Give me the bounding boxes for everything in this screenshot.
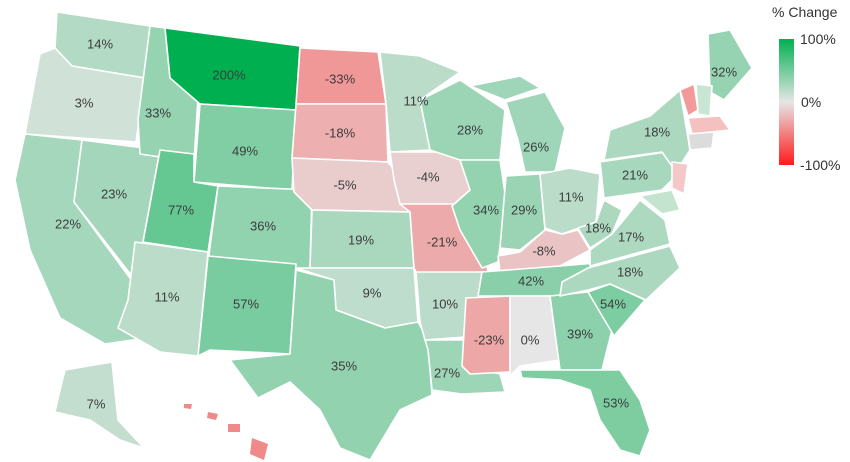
state-tx[interactable]: [229, 269, 433, 461]
label-wa: 14%: [87, 36, 113, 51]
label-co: 36%: [250, 218, 276, 233]
label-mt: 200%: [212, 67, 246, 82]
legend-title: % Change: [772, 4, 838, 20]
label-mi: 26%: [523, 139, 549, 154]
state-hi-2[interactable]: [228, 424, 240, 432]
label-ny: 18%: [644, 124, 670, 139]
state-md-de[interactable]: [638, 189, 682, 215]
state-me[interactable]: [707, 29, 753, 101]
label-nc: 18%: [617, 264, 643, 279]
label-sc: 54%: [600, 296, 626, 311]
state-nh[interactable]: [695, 83, 713, 117]
label-wi: 28%: [457, 122, 483, 137]
label-ut: 77%: [168, 202, 194, 217]
label-wv: 18%: [585, 220, 611, 235]
state-ct-ri[interactable]: [687, 131, 715, 151]
label-wy: 49%: [232, 143, 258, 158]
label-oh: 11%: [558, 189, 583, 204]
label-tn: 42%: [518, 273, 544, 288]
legend-mid-label: 0%: [801, 94, 822, 110]
label-ky: -8%: [532, 243, 556, 258]
label-nv: 23%: [101, 186, 127, 201]
label-nm: 57%: [233, 296, 259, 311]
state-ga[interactable]: [549, 291, 613, 371]
label-tx: 35%: [331, 358, 357, 373]
label-nd: -33%: [325, 71, 356, 86]
label-fl: 53%: [603, 395, 629, 410]
label-il: 34%: [473, 202, 499, 217]
label-ak: 7%: [87, 396, 106, 411]
label-va: 17%: [618, 229, 644, 244]
label-ne: -5%: [333, 177, 357, 192]
label-ok: 9%: [363, 285, 382, 300]
state-ak[interactable]: [54, 361, 145, 449]
label-sd: -18%: [325, 125, 356, 140]
state-il[interactable]: [451, 159, 507, 269]
label-al: 0%: [521, 332, 540, 347]
state-ms[interactable]: [461, 295, 511, 375]
legend-max-label: 100%: [800, 31, 836, 47]
label-mn: 11%: [403, 93, 428, 108]
legend-color-scale: [779, 39, 794, 165]
state-wv[interactable]: [577, 199, 623, 249]
label-pa: 21%: [622, 167, 648, 182]
state-nj[interactable]: [671, 161, 689, 196]
state-hi-3[interactable]: [207, 412, 218, 420]
state-nc[interactable]: [559, 245, 681, 301]
label-ar: 10%: [432, 296, 458, 311]
legend-min-label: -100%: [800, 157, 841, 173]
state-hi-4[interactable]: [184, 404, 192, 409]
state-fl[interactable]: [519, 369, 651, 457]
state-ma[interactable]: [686, 115, 732, 135]
label-ga: 39%: [567, 326, 593, 341]
label-ms: -23%: [474, 332, 505, 347]
label-in: 29%: [511, 202, 537, 217]
label-id: 33%: [145, 105, 171, 120]
state-hi-1[interactable]: [250, 438, 268, 460]
state-az[interactable]: [117, 241, 209, 357]
state-ny[interactable]: [603, 89, 691, 173]
state-nm[interactable]: [197, 255, 297, 357]
state-al[interactable]: [509, 295, 561, 377]
label-or: 3%: [75, 95, 94, 110]
label-ks: 19%: [348, 232, 374, 247]
label-la: 27%: [434, 365, 460, 380]
label-ca: 22%: [55, 216, 81, 231]
label-mo: -21%: [427, 234, 458, 249]
label-me: 32%: [711, 64, 737, 79]
label-az: 11%: [154, 289, 179, 304]
label-ia: -4%: [416, 169, 440, 184]
